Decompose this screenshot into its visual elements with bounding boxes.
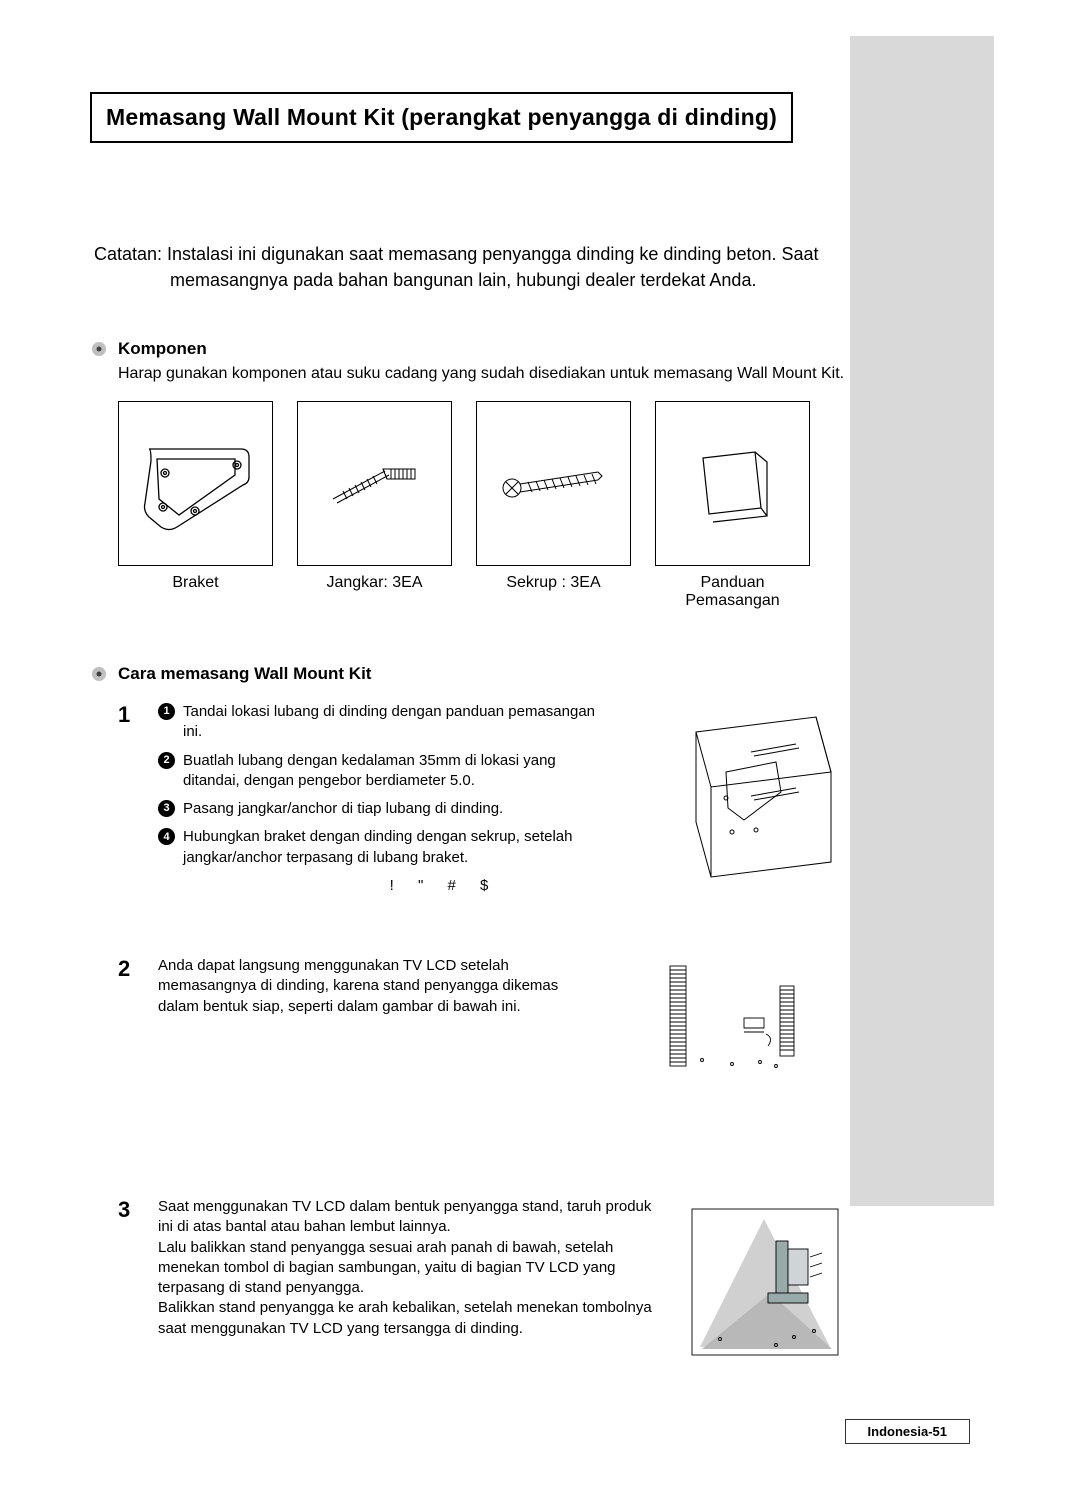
symbol-row: ! " # $ bbox=[158, 876, 610, 896]
substep-text: Pasang jangkar/anchor di tiap lubang di … bbox=[183, 799, 610, 819]
page-footer: Indonesia-51 bbox=[845, 1419, 970, 1444]
step-number: 2 bbox=[118, 956, 142, 1091]
note-line1: Catatan: Instalasi ini digunakan saat me… bbox=[94, 241, 819, 267]
substep-number-icon: 1 bbox=[158, 703, 175, 720]
install-note: Catatan: Instalasi ini digunakan saat me… bbox=[90, 241, 910, 293]
component-card: Braket bbox=[118, 401, 273, 610]
content-area: Memasang Wall Mount Kit (perangkat penya… bbox=[90, 92, 990, 1372]
substep-text: Tandai lokasi lubang di dinding dengan p… bbox=[183, 702, 610, 743]
components-row: Braket Jangkar: bbox=[118, 401, 990, 610]
component-label: Braket bbox=[118, 574, 273, 592]
section-components-header: Komponen bbox=[90, 339, 990, 359]
step-number: 1 bbox=[118, 702, 142, 896]
substep-number-icon: 4 bbox=[158, 828, 175, 845]
howto-title: Cara memasang Wall Mount Kit bbox=[118, 664, 371, 684]
substep: 3 Pasang jangkar/anchor di tiap lubang d… bbox=[158, 799, 610, 819]
substep-number-icon: 2 bbox=[158, 752, 175, 769]
guide-figure bbox=[655, 401, 810, 566]
components-subtitle: Harap gunakan komponen atau suku cadang … bbox=[118, 365, 990, 383]
bracket-figure bbox=[118, 401, 273, 566]
step2-figure bbox=[652, 956, 817, 1091]
substep-text: Hubungkan braket dengan dinding dengan s… bbox=[183, 827, 610, 868]
anchor-figure bbox=[297, 401, 452, 566]
page: Memasang Wall Mount Kit (perangkat penya… bbox=[0, 0, 1080, 1498]
substep: 4 Hubungkan braket dengan dinding dengan… bbox=[158, 827, 610, 868]
component-card: Jangkar: 3EA bbox=[297, 401, 452, 610]
steps: 1 1 Tandai lokasi lubang di dinding deng… bbox=[118, 702, 990, 1372]
page-title: Memasang Wall Mount Kit (perangkat penya… bbox=[90, 92, 793, 143]
step-body: Anda dapat langsung menggunakan TV LCD s… bbox=[158, 956, 588, 1091]
component-label: Panduan Pemasangan bbox=[655, 574, 810, 610]
substep: 2 Buatlah lubang dengan kedalaman 35mm d… bbox=[158, 751, 610, 792]
substep-number-icon: 3 bbox=[158, 800, 175, 817]
substep: 1 Tandai lokasi lubang di dinding dengan… bbox=[158, 702, 610, 743]
component-card: Sekrup : 3EA bbox=[476, 401, 631, 610]
bullet-icon bbox=[90, 340, 108, 358]
step-2: 2 Anda dapat langsung menggunakan TV LCD… bbox=[118, 956, 990, 1091]
component-label: Sekrup : 3EA bbox=[476, 574, 631, 592]
substep-text: Buatlah lubang dengan kedalaman 35mm di … bbox=[183, 751, 610, 792]
step-3: 3 Saat menggunakan TV LCD dalam bentuk p… bbox=[118, 1197, 990, 1372]
step-body: 1 Tandai lokasi lubang di dinding dengan… bbox=[158, 702, 610, 896]
note-line2: memasangnya pada bahan bangunan lain, hu… bbox=[94, 267, 910, 293]
bullet-icon bbox=[90, 665, 108, 683]
component-label: Jangkar: 3EA bbox=[297, 574, 452, 592]
step-body: Saat menggunakan TV LCD dalam bentuk pen… bbox=[158, 1197, 658, 1372]
component-card: Panduan Pemasangan bbox=[655, 401, 810, 610]
step3-figure bbox=[680, 1197, 850, 1372]
step-number: 3 bbox=[118, 1197, 142, 1372]
section-howto-header: Cara memasang Wall Mount Kit bbox=[90, 664, 990, 684]
components-title: Komponen bbox=[118, 339, 207, 359]
step1-figure bbox=[656, 702, 841, 896]
screw-figure bbox=[476, 401, 631, 566]
step-1: 1 1 Tandai lokasi lubang di dinding deng… bbox=[118, 702, 990, 896]
